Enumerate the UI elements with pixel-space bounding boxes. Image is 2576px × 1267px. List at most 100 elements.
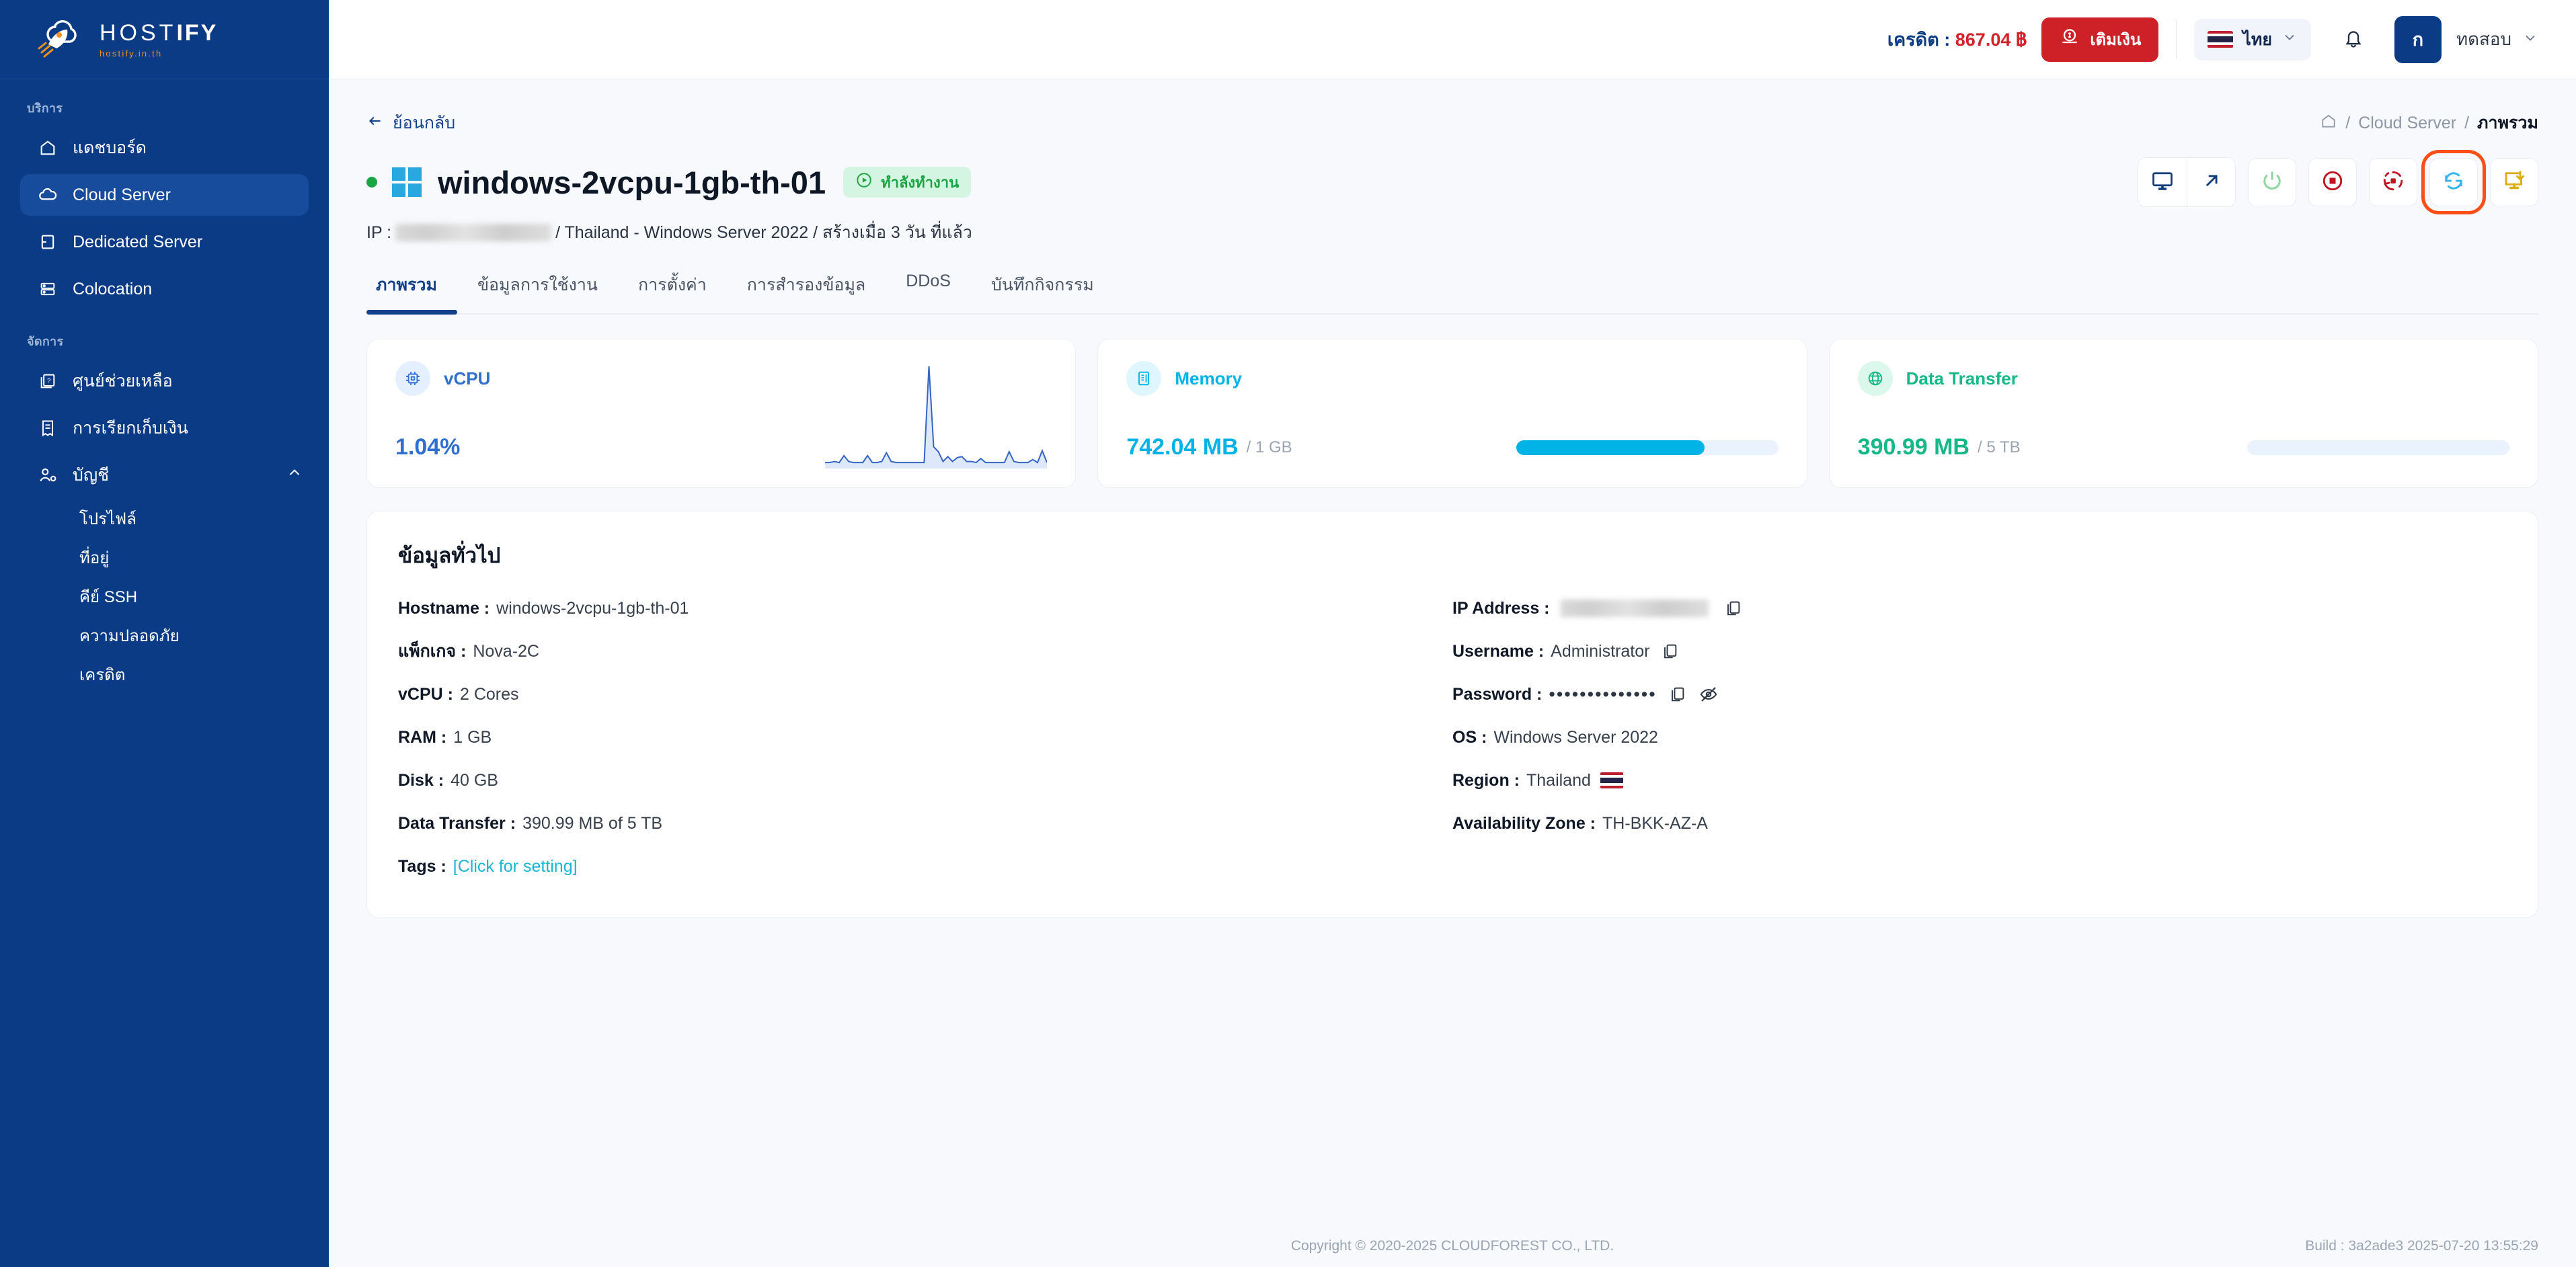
chevron-up-icon[interactable] — [286, 464, 303, 487]
refresh-button[interactable] — [2421, 150, 2486, 214]
info-row-availability-zone: Availability Zone : TH-BKK-AZ-A — [1452, 802, 2507, 845]
data-transfer-usage-bar — [2247, 440, 2509, 455]
user-chevron-down-icon[interactable] — [2522, 30, 2538, 49]
sidebar-item-dedicated-server[interactable]: Dedicated Server — [20, 221, 309, 263]
footer-copyright: Copyright © 2020-2025 CLOUDFOREST CO., L… — [1290, 1238, 1614, 1254]
open-external-button[interactable] — [2187, 158, 2235, 206]
language-label: ไทย — [2242, 30, 2272, 49]
sidebar-item-colocation[interactable]: Colocation — [20, 268, 309, 310]
eye-off-icon[interactable] — [1699, 684, 1719, 704]
sidebar-item-label: การเรียกเก็บเงิน — [73, 419, 188, 438]
sidebar-section-services: บริการ — [27, 101, 63, 115]
footer: Copyright © 2020-2025 CLOUDFOREST CO., L… — [329, 1225, 2576, 1267]
sidebar-subitem-label: เครดิต — [79, 665, 126, 684]
general-info-card: ข้อมูลทั่วไป Hostname : windows-2vcpu-1gb… — [366, 511, 2538, 918]
notifications-button[interactable] — [2330, 16, 2377, 63]
tab-label: ข้อมูลการใช้งาน — [477, 276, 598, 294]
sidebar-item-security[interactable]: ความปลอดภัย — [0, 616, 329, 655]
copy-icon[interactable] — [1660, 642, 1679, 661]
tab-backup[interactable]: การสำรองข้อมูล — [727, 272, 886, 313]
sidebar-item-label: บัญชี — [73, 466, 110, 485]
info-row-data-transfer: Data Transfer : 390.99 MB of 5 TB — [398, 802, 1452, 845]
topbar-divider — [2176, 19, 2177, 59]
breadcrumb-row: ย้อนกลับ / Cloud Server / ภาพรวม — [366, 98, 2538, 148]
info-value: Nova-2C — [473, 641, 539, 661]
svg-text:?: ? — [47, 377, 50, 384]
card-footer: 390.99 MB / 5 TB — [1858, 434, 2509, 460]
power-on-button[interactable] — [2248, 158, 2296, 206]
sidebar-item-billing[interactable]: การเรียกเก็บเงิน — [20, 407, 309, 449]
stop-circle-icon — [2320, 169, 2345, 196]
info-row-vcpu: vCPU : 2 Cores — [398, 673, 1452, 716]
language-selector[interactable]: ไทย — [2194, 18, 2311, 60]
info-key: OS : — [1452, 727, 1487, 747]
rescue-download-button[interactable] — [2490, 158, 2538, 206]
shutdown-button[interactable] — [2308, 158, 2357, 206]
info-row-hostname: Hostname : windows-2vcpu-1gb-th-01 — [398, 587, 1452, 630]
info-key: แพ็กเกจ : — [398, 642, 467, 661]
info-row-username: Username : Administrator — [1452, 630, 2507, 673]
server-subtitle-rest: / Thailand - Windows Server 2022 / สร้าง… — [555, 223, 972, 242]
monitor-download-icon — [2502, 169, 2526, 196]
metric-card-vcpu: vCPU 1.04% — [366, 339, 1077, 488]
back-label: ย้อนกลับ — [393, 114, 456, 132]
sidebar-item-dashboard[interactable]: แดชบอร์ด — [20, 127, 309, 169]
tab-overview[interactable]: ภาพรวม — [366, 272, 457, 315]
tab-settings[interactable]: การตั้งค่า — [618, 272, 727, 313]
sidebar-item-cloud-server[interactable]: Cloud Server — [20, 174, 309, 216]
info-row-password: Password : •••••••••••••• — [1452, 673, 2507, 716]
password-masked-value: •••••••••••••• — [1549, 684, 1657, 704]
breadcrumb-sep: / — [2345, 113, 2351, 132]
copy-icon[interactable] — [1723, 599, 1742, 618]
topup-button[interactable]: เติมเงิน — [2041, 17, 2159, 62]
back-link[interactable]: ย้อนกลับ — [366, 110, 455, 136]
general-info-grid: Hostname : windows-2vcpu-1gb-th-01 แพ็กเก… — [398, 587, 2507, 888]
user-name[interactable]: ทดสอบ — [2456, 29, 2511, 49]
sidebar-item-credit[interactable]: เครดิต — [0, 655, 329, 694]
info-row-package: แพ็กเกจ : Nova-2C — [398, 630, 1452, 673]
tab-activity-log[interactable]: บันทึกกิจกรรม — [971, 272, 1114, 313]
account-icon — [38, 465, 58, 485]
tags-setting-link[interactable]: [Click for setting] — [453, 856, 578, 876]
info-value: 2 Cores — [459, 684, 519, 704]
breadcrumb-home-icon[interactable] — [2320, 112, 2337, 134]
info-value: TH-BKK-AZ-A — [1602, 813, 1708, 833]
info-key: Hostname : — [398, 598, 490, 618]
info-key: Region : — [1452, 770, 1520, 790]
sidebar-item-address[interactable]: ที่อยู่ — [0, 538, 329, 577]
sidebar-subitem-label: ที่อยู่ — [79, 548, 110, 567]
play-circle-icon — [855, 171, 873, 193]
sidebar-item-ssh-key[interactable]: คีย์ SSH — [0, 577, 329, 616]
tab-ddos[interactable]: DDoS — [886, 272, 971, 313]
force-reboot-button[interactable] — [2369, 158, 2417, 206]
info-row-ram: RAM : 1 GB — [398, 716, 1452, 759]
cpu-icon — [395, 361, 430, 396]
sidebar-subitem-label: คีย์ SSH — [79, 587, 138, 606]
sidebar-item-label: ศูนย์ช่วยเหลือ — [73, 372, 173, 391]
money-icon — [2059, 26, 2080, 52]
arrow-up-right-icon — [2200, 169, 2223, 196]
breadcrumb-item-cloud-server[interactable]: Cloud Server — [2358, 113, 2457, 132]
info-key: Disk : — [398, 770, 444, 790]
rack-icon — [38, 279, 58, 299]
copy-icon[interactable] — [1668, 685, 1686, 704]
avatar[interactable]: ก — [2394, 15, 2442, 63]
card-title: vCPU — [444, 368, 491, 389]
sidebar-item-profile[interactable]: โปรไฟล์ — [0, 499, 329, 538]
brand-logo[interactable]: HOSTIFY hostify.in.th — [0, 0, 329, 79]
card-footer: 742.04 MB / 1 GB — [1126, 434, 1779, 460]
arrow-left-icon — [366, 112, 384, 134]
info-key: RAM : — [398, 727, 447, 747]
console-monitor-button[interactable] — [2138, 158, 2187, 206]
brand-name-bold: IFY — [176, 19, 219, 46]
tab-usage[interactable]: ข้อมูลการใช้งาน — [457, 272, 618, 313]
ip-address-masked — [395, 224, 552, 241]
metric-total: / 1 GB — [1246, 438, 1292, 456]
breadcrumb-sep: / — [2464, 113, 2470, 132]
globe-icon — [1857, 361, 1893, 396]
sidebar-item-help-center[interactable]: ? ศูนย์ช่วยเหลือ — [20, 360, 309, 402]
general-info-right-column: IP Address : Username : Administrator — [1452, 587, 2507, 888]
card-title: Memory — [1175, 368, 1243, 389]
sidebar-item-account[interactable]: บัญชี — [20, 454, 309, 496]
metric-value: 742.04 MB — [1126, 434, 1239, 460]
